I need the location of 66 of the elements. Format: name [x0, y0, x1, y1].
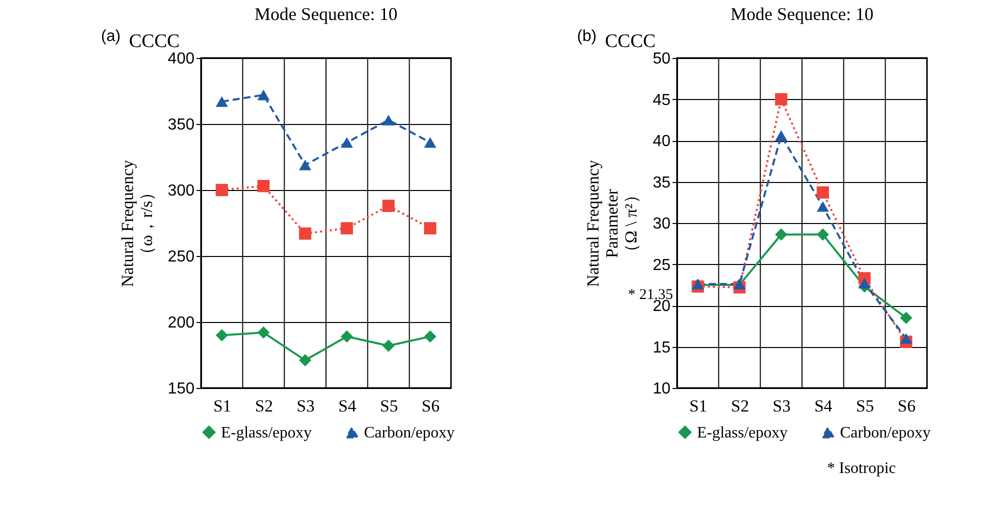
- text: CCCC: [605, 31, 656, 52]
- y-axis-title: Natural Frequency Parameter （Ω \ π²）: [584, 160, 641, 287]
- point: [257, 90, 270, 100]
- point: [216, 329, 228, 342]
- y-tick-label: 150: [168, 380, 195, 398]
- point: [816, 228, 829, 241]
- text: (a): [101, 28, 121, 45]
- chart-title: Mode Sequence: 10: [730, 4, 874, 24]
- x-tick-label: S5: [380, 396, 398, 416]
- point: [382, 200, 395, 212]
- y-axis-title: Natural Frequency （ω，r/s）: [118, 160, 156, 287]
- x-tick-label: S4: [338, 396, 357, 416]
- point: [299, 227, 312, 240]
- y-tick-label: 15: [652, 339, 671, 356]
- point: [858, 278, 871, 289]
- point: [816, 201, 829, 212]
- x-tick-label: S6: [422, 396, 440, 416]
- y-tick-label: 40: [652, 133, 671, 150]
- point: [775, 93, 788, 106]
- x-tick-label: S1: [213, 396, 232, 416]
- y-tick-label: 45: [652, 92, 671, 109]
- y-tick-label: 25: [652, 256, 671, 274]
- y-tick-label: 35: [652, 174, 671, 192]
- y-tick-label: 30: [652, 216, 671, 232]
- point: [775, 130, 788, 141]
- x-tick-label: S5: [856, 396, 874, 416]
- x-tick-label: S4: [814, 396, 833, 416]
- chart-title: Mode Sequence: 10: [254, 4, 398, 24]
- x-tick-label: S3: [772, 396, 791, 416]
- point: [900, 312, 912, 324]
- legend-label: E-glass/epoxy: [221, 424, 312, 442]
- point: [382, 340, 395, 352]
- text: (b): [577, 28, 597, 45]
- point: [382, 114, 395, 126]
- point: [340, 137, 353, 148]
- point: [299, 354, 312, 366]
- point: [816, 186, 829, 199]
- y-tick-label: 350: [168, 116, 195, 134]
- x-tick-label: S3: [296, 396, 315, 416]
- legend-label: Carbon/epoxy: [364, 424, 455, 442]
- point: [424, 330, 436, 343]
- y-tick-label: 300: [168, 182, 195, 200]
- legend-label: Carbon/epoxy: [840, 424, 931, 442]
- point: [340, 330, 353, 343]
- point: [424, 222, 436, 234]
- point: [216, 184, 228, 196]
- point: [424, 137, 436, 148]
- x-tick-label: S6: [898, 396, 916, 416]
- y-tick-label: 10: [652, 380, 671, 398]
- legend-label: E-glass/epoxy: [697, 424, 788, 442]
- x-tick-label: S2: [255, 396, 273, 416]
- text: * Isotropic: [827, 460, 896, 477]
- y-tick-label: 400: [168, 50, 195, 68]
- y-tick-label: 200: [168, 314, 195, 332]
- point: [257, 180, 270, 192]
- y-tick-label: 50: [652, 50, 671, 68]
- x-tick-label: S2: [731, 396, 749, 416]
- point: [299, 160, 312, 170]
- text: CCCC: [129, 31, 180, 52]
- point: [775, 228, 788, 241]
- x-tick-label: S1: [689, 396, 708, 416]
- point: [900, 333, 912, 344]
- point: [257, 326, 270, 339]
- y-tick-label: 250: [168, 248, 195, 266]
- point: [216, 96, 228, 107]
- point: [340, 222, 353, 234]
